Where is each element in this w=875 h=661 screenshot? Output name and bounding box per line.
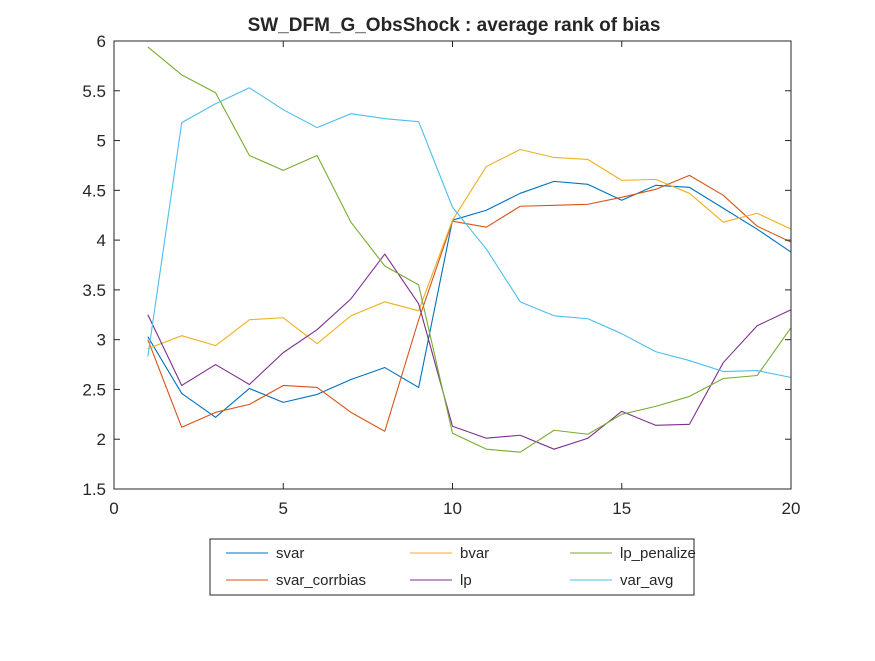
plot-background bbox=[114, 41, 791, 489]
series-line-bvar bbox=[147, 148, 792, 350]
y-tick-label: 5 bbox=[97, 132, 106, 151]
series-line-lp-penalize bbox=[147, 46, 792, 453]
series-line-var-avg bbox=[147, 87, 792, 379]
legend-label-lp-penalize: lp_penalize bbox=[620, 545, 696, 562]
y-tick-label: 3 bbox=[97, 331, 106, 350]
x-tick-label: 15 bbox=[612, 499, 631, 518]
x-tick-label: 0 bbox=[109, 499, 118, 518]
axes: 0 5 10 15 20 1.5 2 2.5 3 3.5 4 4.5 5 5.5 6 bbox=[82, 32, 800, 518]
series-line-lp bbox=[147, 253, 792, 450]
legend-label-lp: lp bbox=[460, 572, 472, 589]
y-tick-label: 2.5 bbox=[82, 380, 106, 399]
series-line-svar bbox=[147, 180, 792, 418]
legend-label-var-avg: var_avg bbox=[620, 572, 673, 589]
y-tick-label: 4 bbox=[97, 231, 106, 250]
legend: svar bvar lp_penalize svar_corrbias lp var_av… bbox=[209, 538, 696, 596]
series-line-svar-corrbias bbox=[147, 174, 792, 432]
legend-label-svar: svar bbox=[276, 545, 304, 562]
y-tick-label: 2 bbox=[97, 430, 106, 449]
chart-title: SW_DFM_G_ObsShock : average rank of bias bbox=[248, 15, 661, 36]
y-tick-label: 4.5 bbox=[82, 181, 106, 200]
plot-area bbox=[114, 41, 791, 489]
y-tick-label: 6 bbox=[97, 32, 106, 51]
y-tick-label: 1.5 bbox=[82, 480, 106, 499]
y-tick-label: 5.5 bbox=[82, 82, 106, 101]
legend-box bbox=[209, 538, 695, 596]
legend-label-svar-corrbias: svar_corrbias bbox=[276, 572, 366, 589]
x-tick-label: 5 bbox=[279, 499, 288, 518]
x-tick-label: 10 bbox=[443, 499, 462, 518]
x-tick-label: 20 bbox=[782, 499, 801, 518]
y-tick-label: 3.5 bbox=[82, 281, 106, 300]
legend-label-bvar: bvar bbox=[460, 545, 489, 562]
series-lines bbox=[147, 46, 792, 453]
